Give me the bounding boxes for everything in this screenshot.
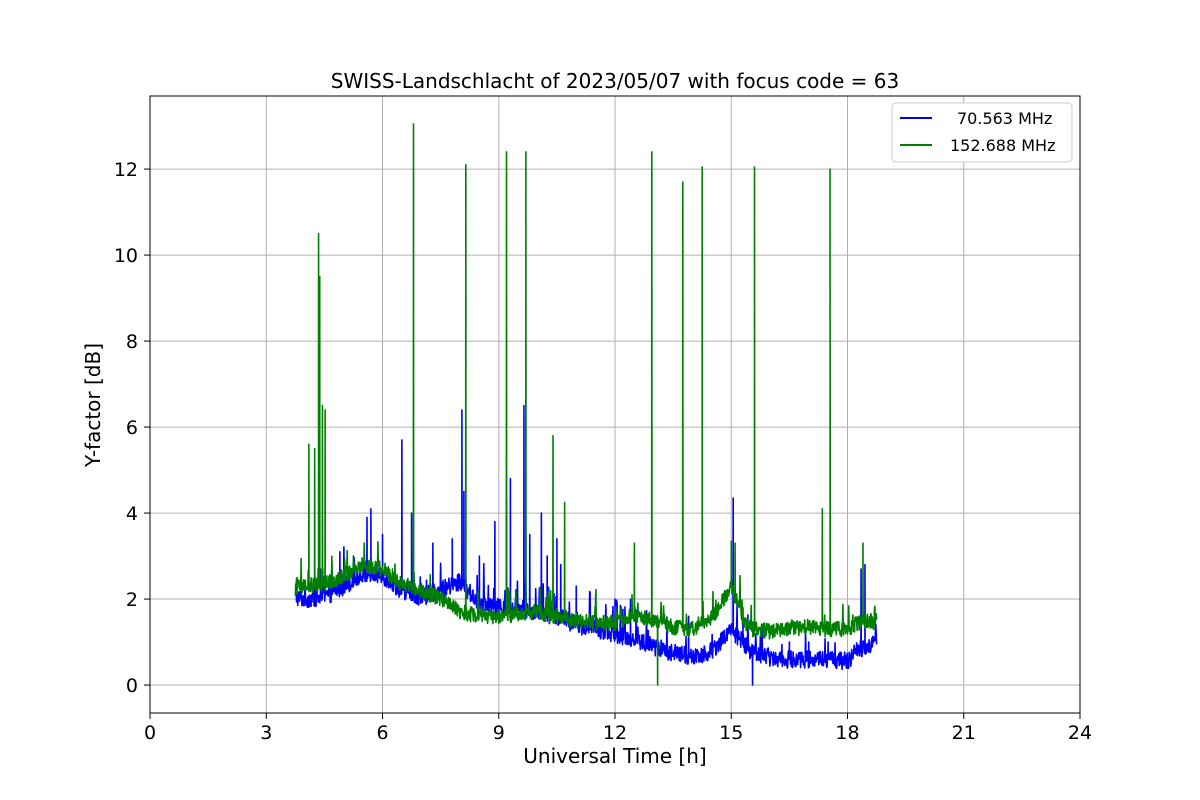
legend-label-series-1: 70.563 MHz bbox=[957, 109, 1052, 128]
x-tick-label: 24 bbox=[1068, 722, 1092, 744]
y-axis-title: Y-factor [dB] bbox=[81, 343, 105, 468]
x-tick-label: 6 bbox=[376, 722, 388, 744]
y-tick-label: 8 bbox=[126, 331, 138, 353]
x-tick-label: 21 bbox=[952, 722, 976, 744]
x-tick-label: 0 bbox=[144, 722, 156, 744]
x-tick-label: 3 bbox=[260, 722, 272, 744]
x-tick-label: 12 bbox=[603, 722, 627, 744]
y-tick-label: 6 bbox=[126, 417, 138, 439]
y-tick-label: 2 bbox=[126, 589, 138, 611]
y-tick-label: 10 bbox=[114, 245, 138, 267]
y-tick-label: 12 bbox=[114, 159, 138, 181]
series-line-2 bbox=[294, 123, 878, 686]
legend: 70.563 MHz 152.688 MHz bbox=[891, 102, 1073, 163]
chart-title: SWISS-Landschlacht of 2023/05/07 with fo… bbox=[331, 69, 899, 93]
x-tick-label: 18 bbox=[835, 722, 859, 744]
series-layer bbox=[294, 123, 878, 686]
x-tick-label: 15 bbox=[719, 722, 743, 744]
y-tick-label: 0 bbox=[126, 675, 138, 697]
x-axis-title: Universal Time [h] bbox=[523, 744, 706, 768]
x-tick-label: 9 bbox=[493, 722, 505, 744]
legend-box bbox=[891, 102, 1073, 163]
y-tick-label: 4 bbox=[126, 503, 138, 525]
legend-label-series-2: 152.688 MHz bbox=[950, 136, 1055, 155]
